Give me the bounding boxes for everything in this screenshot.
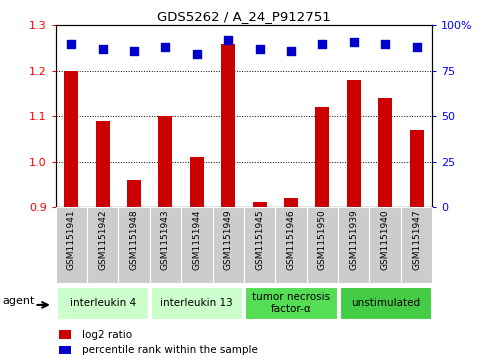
Text: percentile rank within the sample: percentile rank within the sample (82, 345, 258, 355)
Text: GSM1151941: GSM1151941 (67, 209, 76, 270)
Bar (245, 287, 337, 319)
Point (68, 41, 75, 46)
Point (412, 44, 420, 50)
Bar (151, 287, 242, 319)
Bar (284, 198, 298, 207)
Bar (56, 207, 87, 283)
Bar (127, 180, 141, 207)
Bar (57, 287, 148, 319)
Text: tumor necrosis
factor-α: tumor necrosis factor-α (252, 292, 330, 314)
Bar (307, 207, 338, 283)
Bar (340, 287, 431, 319)
Text: GSM1151946: GSM1151946 (286, 209, 296, 270)
Bar (64, 71, 78, 207)
Point (350, 39, 357, 45)
Bar (213, 207, 244, 283)
Bar (253, 202, 267, 207)
Bar (181, 207, 213, 283)
Text: GSM1151943: GSM1151943 (161, 209, 170, 270)
Bar (96, 121, 110, 207)
Bar (87, 207, 118, 283)
Bar (369, 207, 401, 283)
Point (99, 46, 107, 52)
Point (319, 41, 327, 46)
Text: interleukin 13: interleukin 13 (160, 298, 233, 308)
Bar (410, 130, 424, 207)
Text: GSM1151945: GSM1151945 (255, 209, 264, 270)
Text: GSM1151947: GSM1151947 (412, 209, 421, 270)
Point (224, 37, 232, 43)
Text: GSM1151940: GSM1151940 (381, 209, 390, 270)
Point (161, 44, 170, 50)
Bar (338, 207, 369, 283)
Text: GSM1151950: GSM1151950 (318, 209, 327, 270)
Bar (221, 44, 235, 207)
Text: interleukin 4: interleukin 4 (70, 298, 136, 308)
Text: GSM1151944: GSM1151944 (192, 209, 201, 270)
Bar (158, 116, 172, 207)
Bar (315, 107, 329, 207)
Bar (275, 207, 307, 283)
Text: unstimulated: unstimulated (351, 298, 420, 308)
Bar (244, 207, 275, 283)
Title: GDS5262 / A_24_P912751: GDS5262 / A_24_P912751 (157, 10, 331, 23)
Bar (59, 346, 71, 354)
Point (382, 41, 389, 46)
Point (193, 52, 201, 57)
Text: agent: agent (3, 296, 35, 306)
Bar (378, 98, 392, 207)
Bar (190, 157, 204, 207)
Bar (150, 207, 181, 283)
Bar (59, 330, 71, 339)
Bar (118, 207, 150, 283)
Text: GSM1151939: GSM1151939 (349, 209, 358, 270)
Text: GSM1151942: GSM1151942 (98, 209, 107, 270)
Text: GSM1151948: GSM1151948 (129, 209, 139, 270)
Point (130, 48, 138, 54)
Text: log2 ratio: log2 ratio (82, 330, 132, 339)
Bar (401, 207, 432, 283)
Text: GSM1151949: GSM1151949 (224, 209, 233, 270)
Point (287, 48, 295, 54)
Point (256, 46, 264, 52)
Bar (347, 80, 361, 207)
